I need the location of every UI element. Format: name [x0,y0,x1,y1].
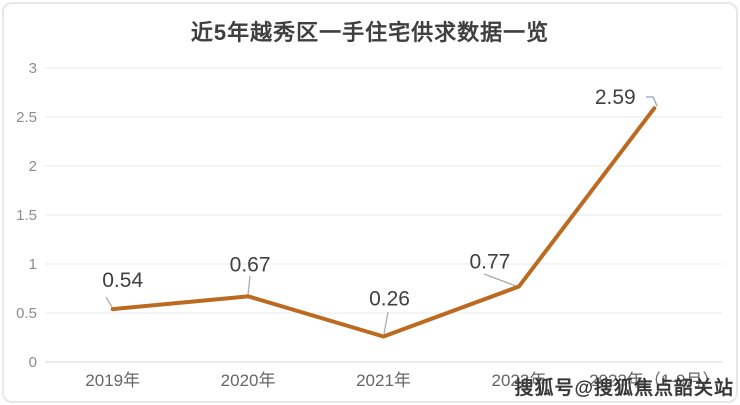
y-tick-label: 1 [29,256,37,273]
watermark-text: 搜狐号@搜狐焦点韶关站 [514,378,734,399]
x-tick-label: 2019年 [85,371,140,390]
label-leader-line [247,275,251,296]
y-tick-label: 2 [29,158,37,175]
label-leader-line [483,273,517,287]
label-leader-line [646,96,658,107]
chart-title: 近5年越秀区一手住宅供求数据一览 [190,20,550,45]
data-point-label: 0.54 [102,269,143,292]
x-tick-label: 2022年 [491,371,546,390]
label-leader-line [105,296,113,308]
x-tick-label: 2023年（1-9月） [589,371,719,390]
data-line [110,106,657,339]
x-tick-label: 2021年 [356,371,411,390]
y-tick-label: 0 [29,354,37,371]
label-leader-line [383,311,389,335]
x-tick-label: 2020年 [221,371,276,390]
y-tick-label: 0.5 [16,305,37,322]
y-tick-label: 2.5 [16,109,37,126]
data-point-label: 0.67 [230,253,271,276]
data-point-label: 0.77 [469,251,510,274]
data-point-label: 0.26 [369,288,410,311]
y-tick-label: 1.5 [16,207,37,224]
y-tick-label: 3 [29,60,37,77]
data-point-label: 2.59 [595,86,636,109]
